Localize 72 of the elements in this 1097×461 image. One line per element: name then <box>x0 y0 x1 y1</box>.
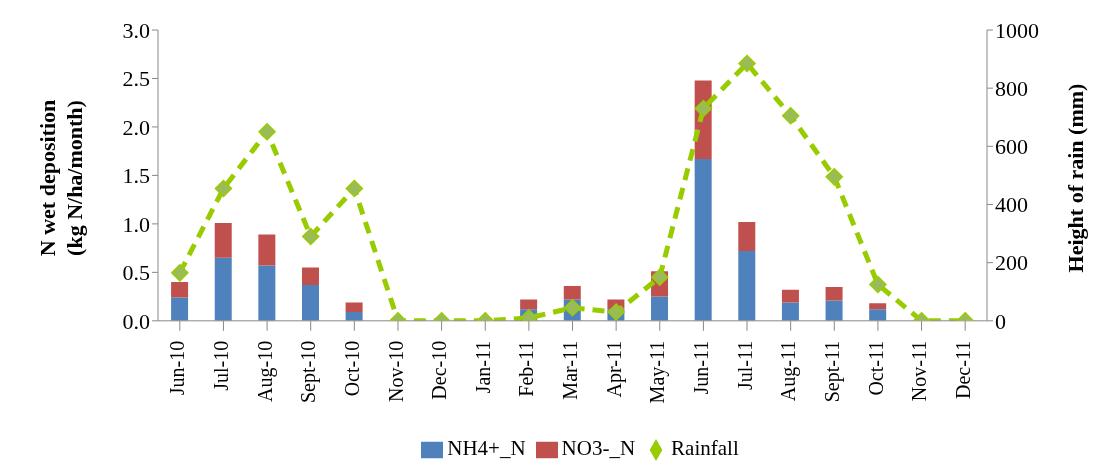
bar <box>825 300 843 321</box>
point <box>563 298 582 317</box>
point <box>214 179 233 198</box>
bar <box>738 251 756 321</box>
point <box>738 54 756 73</box>
y-tick-label: 3.0 <box>122 17 150 43</box>
x-tick-label: Jan-11 <box>471 340 494 394</box>
y-tick-label: 1.5 <box>122 163 150 189</box>
bar <box>651 296 669 321</box>
point <box>651 268 669 286</box>
bar <box>214 222 232 258</box>
x-tick-label: Apr-11 <box>602 340 626 398</box>
y-tick-label: 0.0 <box>122 308 150 334</box>
x-tick-label: Oct-10 <box>340 340 363 397</box>
y-tick-label: 2.5 <box>122 66 150 92</box>
point <box>301 227 320 246</box>
point <box>825 168 844 186</box>
x-tick-label: Jul-11 <box>733 340 756 391</box>
bar <box>258 234 276 266</box>
legend-label: Rainfall <box>671 435 739 460</box>
bar <box>869 303 887 310</box>
point <box>258 123 276 141</box>
bar <box>345 312 363 321</box>
x-tick-label: May-11 <box>646 340 670 404</box>
point <box>171 264 189 282</box>
x-tick-label: Aug-11 <box>777 340 801 402</box>
x-tick-label: Nov-11 <box>908 340 931 402</box>
bar <box>345 302 363 313</box>
x-tick-label: Dec-11 <box>951 340 974 399</box>
x-tick-label: Jun-10 <box>166 340 189 396</box>
x-tick-label: Nov-10 <box>384 340 407 402</box>
y2-tick-label: 200 <box>995 250 1028 276</box>
y2-axis-title: Height of rain (mm) <box>1063 83 1088 273</box>
bar <box>171 297 189 321</box>
y-tick-label: 1.0 <box>122 211 150 237</box>
x-tick-label: Mar-11 <box>559 340 582 400</box>
bar <box>781 302 799 321</box>
point <box>869 275 887 294</box>
bar <box>301 267 319 285</box>
bar <box>171 282 189 298</box>
x-tick-label: Sept-10 <box>297 340 321 404</box>
x-tick-label: Aug-10 <box>253 340 277 402</box>
bar <box>258 265 276 321</box>
point <box>345 179 364 198</box>
y2-tick-label: 1000 <box>995 17 1039 43</box>
bar <box>301 284 319 321</box>
bar <box>869 309 887 321</box>
bar <box>563 285 581 300</box>
y2-tick-label: 0 <box>995 308 1006 334</box>
bar <box>214 257 232 321</box>
point <box>781 107 800 125</box>
bar <box>781 289 799 303</box>
x-tick-label: Sept-11 <box>820 340 844 403</box>
bar <box>825 286 843 301</box>
legend-label: NO3-_N <box>561 435 636 460</box>
y-tick-label: 2.0 <box>122 114 150 140</box>
x-tick-label: Jun-11 <box>689 340 712 395</box>
y2-tick-label: 600 <box>995 134 1028 160</box>
bar <box>694 158 712 321</box>
y2-tick-label: 400 <box>995 192 1028 218</box>
y-tick-label: 0.5 <box>122 260 150 286</box>
y2-tick-label: 800 <box>995 75 1028 101</box>
bar <box>520 299 538 310</box>
x-tick-label: Oct-11 <box>864 340 887 396</box>
x-tick-label: Dec-10 <box>428 340 451 400</box>
x-tick-label: Feb-11 <box>515 340 538 397</box>
bar <box>738 221 756 252</box>
x-tick-label: Jul-10 <box>210 340 233 391</box>
point <box>607 303 625 321</box>
point <box>694 99 713 118</box>
y-axis-title: N wet deposition (kg N/ha/month) <box>35 99 87 257</box>
legend-label: NH4+_N <box>447 435 526 460</box>
